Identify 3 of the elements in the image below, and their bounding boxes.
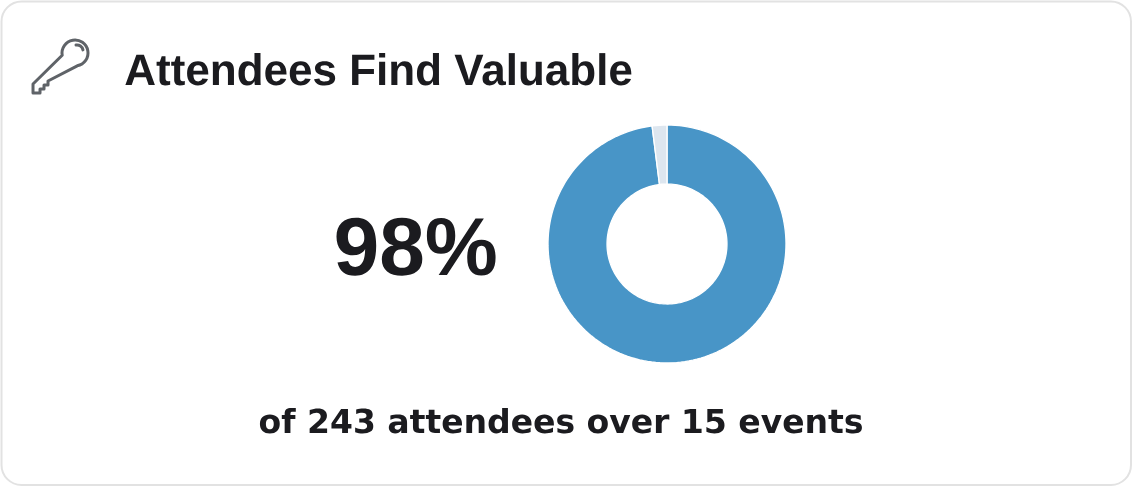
data-label: 98% [336,217,496,276]
chart-title: Attendees Find Valuable [125,53,632,86]
text: of 243 attendees over 15 events [259,407,862,434]
